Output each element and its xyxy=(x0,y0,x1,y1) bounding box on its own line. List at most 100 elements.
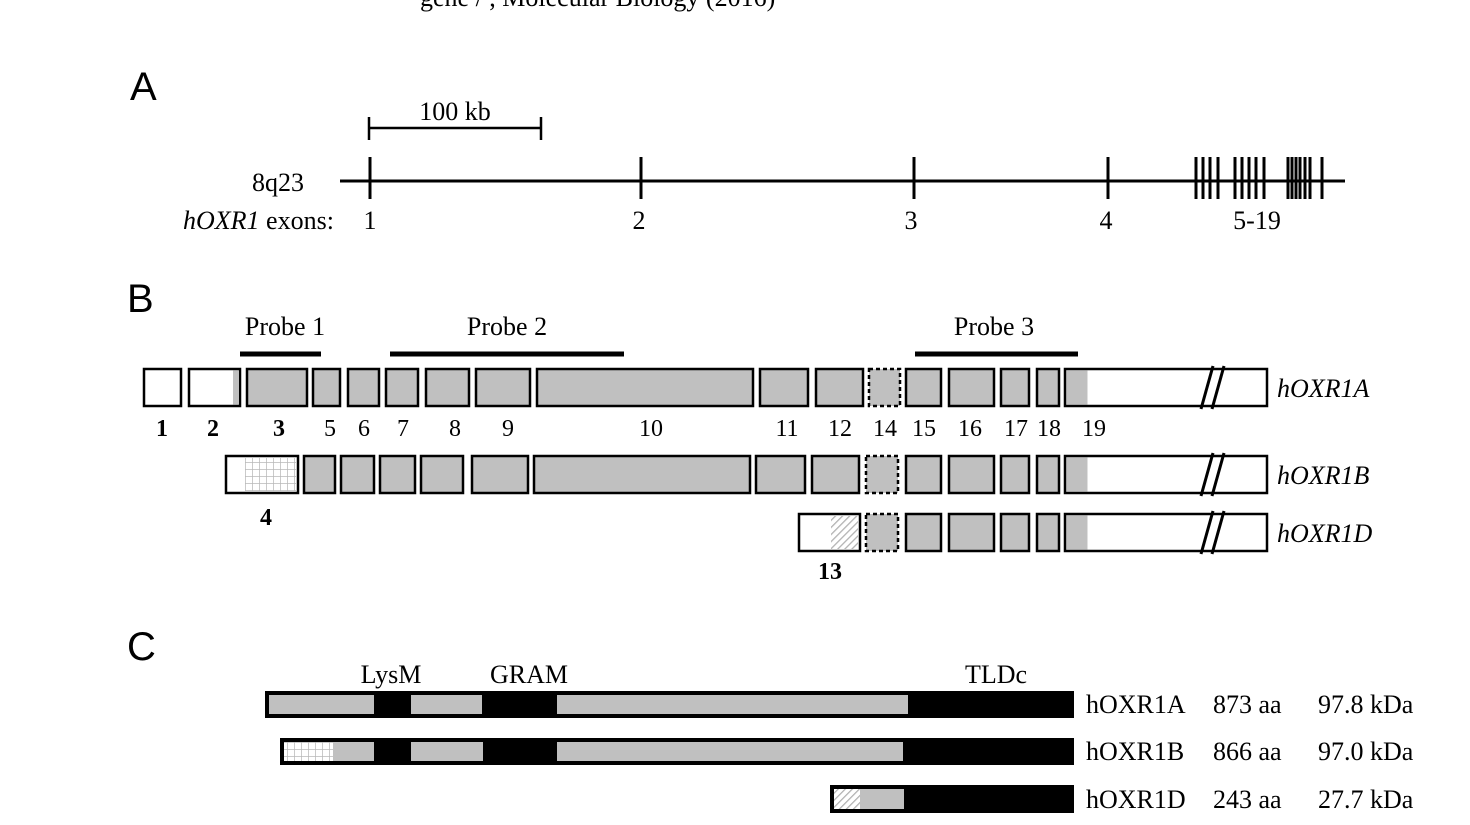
exon-position-label: 2 xyxy=(633,206,646,235)
exon-box xyxy=(754,454,807,495)
scale-bar: 100 kb xyxy=(367,97,543,140)
partial-header-caption: gene / , Molecular Biology (2016) xyxy=(420,0,775,12)
protein-length: 243 aa xyxy=(1213,785,1282,814)
exon-box xyxy=(302,454,337,495)
break-mark xyxy=(1199,365,1215,410)
exon-number: 7 xyxy=(397,416,409,442)
exon-box xyxy=(758,367,810,408)
domain-label-gram: GRAM xyxy=(490,660,568,689)
exon-box xyxy=(339,454,376,495)
probe-2-label: Probe 2 xyxy=(467,312,547,341)
protein-name: hOXR1B xyxy=(1086,737,1184,766)
exon-number: 12 xyxy=(828,416,852,442)
exon-box xyxy=(1035,367,1061,408)
exon-position-label: 4 xyxy=(1100,206,1113,235)
exon-number-4: 4 xyxy=(260,505,272,531)
protein-length: 873 aa xyxy=(1213,690,1282,719)
exon-position-label: 3 xyxy=(905,206,918,235)
exon-box xyxy=(384,367,420,408)
isoform-label-hoxr1b: hOXR1B xyxy=(1277,461,1370,490)
exon-box xyxy=(532,454,752,495)
exon-19 xyxy=(1063,512,1269,553)
probe-1-label: Probe 1 xyxy=(245,312,325,341)
exons-label-suffix: exons: xyxy=(260,206,334,235)
exon-19 xyxy=(1063,454,1269,495)
exon-19-coding xyxy=(1066,370,1088,405)
transcript-hoxr1b xyxy=(224,452,1269,497)
exon-number: 17 xyxy=(1004,416,1028,442)
exon-number: 6 xyxy=(358,416,370,442)
exon-19 xyxy=(1063,367,1269,408)
domain-label-tldc: TLDc xyxy=(965,660,1027,689)
exon-2 xyxy=(187,367,242,408)
break-mark xyxy=(1210,365,1226,410)
probe-3-label: Probe 3 xyxy=(954,312,1034,341)
exon-number: 15 xyxy=(912,416,936,442)
exon-box xyxy=(419,454,465,495)
isoform-label-hoxr1d: hOXR1D xyxy=(1277,519,1373,548)
isoform-label-hoxr1a: hOXR1A xyxy=(1277,374,1370,403)
exon-box xyxy=(999,367,1031,408)
exon-number-13: 13 xyxy=(818,559,842,585)
exon-13-alt-coding xyxy=(831,516,858,549)
exon-position-label: 1 xyxy=(364,206,377,235)
protein-mass: 97.0 kDa xyxy=(1318,737,1414,766)
exon-4-alt-coding xyxy=(245,458,296,491)
protein-bar-hoxr1a xyxy=(265,691,1074,718)
exon-number: 5 xyxy=(324,416,336,442)
exon-box xyxy=(378,454,417,495)
exon-box xyxy=(1035,454,1061,495)
exon-box xyxy=(814,367,865,408)
exon-position-label: 5-19 xyxy=(1233,206,1281,235)
exon-2-coding xyxy=(233,370,239,405)
exon-number: 1 xyxy=(156,416,168,442)
probe-1: Probe 1 xyxy=(240,312,325,357)
exon-box xyxy=(1035,512,1061,553)
exon-box xyxy=(999,454,1031,495)
exon-number: 9 xyxy=(502,416,514,442)
exon-box xyxy=(947,512,996,553)
exon-14 xyxy=(867,367,902,408)
exon-number: 18 xyxy=(1037,416,1061,442)
exon-number: 8 xyxy=(449,416,461,442)
protein-row-hoxr1d: hOXR1D 243 aa 27.7 kDa xyxy=(1086,785,1414,814)
exon-box xyxy=(947,367,996,408)
transcript-hoxr1a xyxy=(142,365,1269,410)
exon-number: 16 xyxy=(958,416,982,442)
exon-14 xyxy=(864,454,900,495)
exon-box xyxy=(424,367,471,408)
exon-19-coding xyxy=(1066,457,1088,492)
scale-bar-label: 100 kb xyxy=(419,97,491,126)
exon-box xyxy=(810,454,861,495)
break-mark xyxy=(1199,510,1215,555)
break-mark xyxy=(1210,510,1226,555)
exon-box xyxy=(470,454,530,495)
protein-bar-hoxr1b xyxy=(280,738,1074,765)
break-mark xyxy=(1210,452,1226,497)
exon-box xyxy=(947,454,996,495)
exons-label-gene: hOXR1 xyxy=(183,206,260,235)
exon-box xyxy=(904,512,943,553)
exon-box xyxy=(245,367,309,408)
exon-19-coding xyxy=(1066,515,1088,550)
protein-length: 866 aa xyxy=(1213,737,1282,766)
transcript-hoxr1d xyxy=(797,510,1269,555)
protein-name: hOXR1A xyxy=(1086,690,1186,719)
protein-row-hoxr1a: hOXR1A 873 aa 97.8 kDa xyxy=(1086,690,1414,719)
exon-box xyxy=(904,454,943,495)
protein-name: hOXR1D xyxy=(1086,785,1186,814)
exon-number: 14 xyxy=(873,416,897,442)
break-mark xyxy=(1199,452,1215,497)
panel-a-label: A xyxy=(130,65,157,109)
exon-box xyxy=(346,367,381,408)
exon-box xyxy=(311,367,342,408)
exon-box xyxy=(904,367,943,408)
domain-label-lysm: LysM xyxy=(361,660,422,689)
exon-14 xyxy=(864,512,900,553)
protein-mass: 27.7 kDa xyxy=(1318,785,1414,814)
exons-row-label: hOXR1 exons: xyxy=(183,206,334,235)
exon-number: 2 xyxy=(207,416,219,442)
exon-box xyxy=(535,367,755,408)
panel-c-label: C xyxy=(127,625,156,669)
